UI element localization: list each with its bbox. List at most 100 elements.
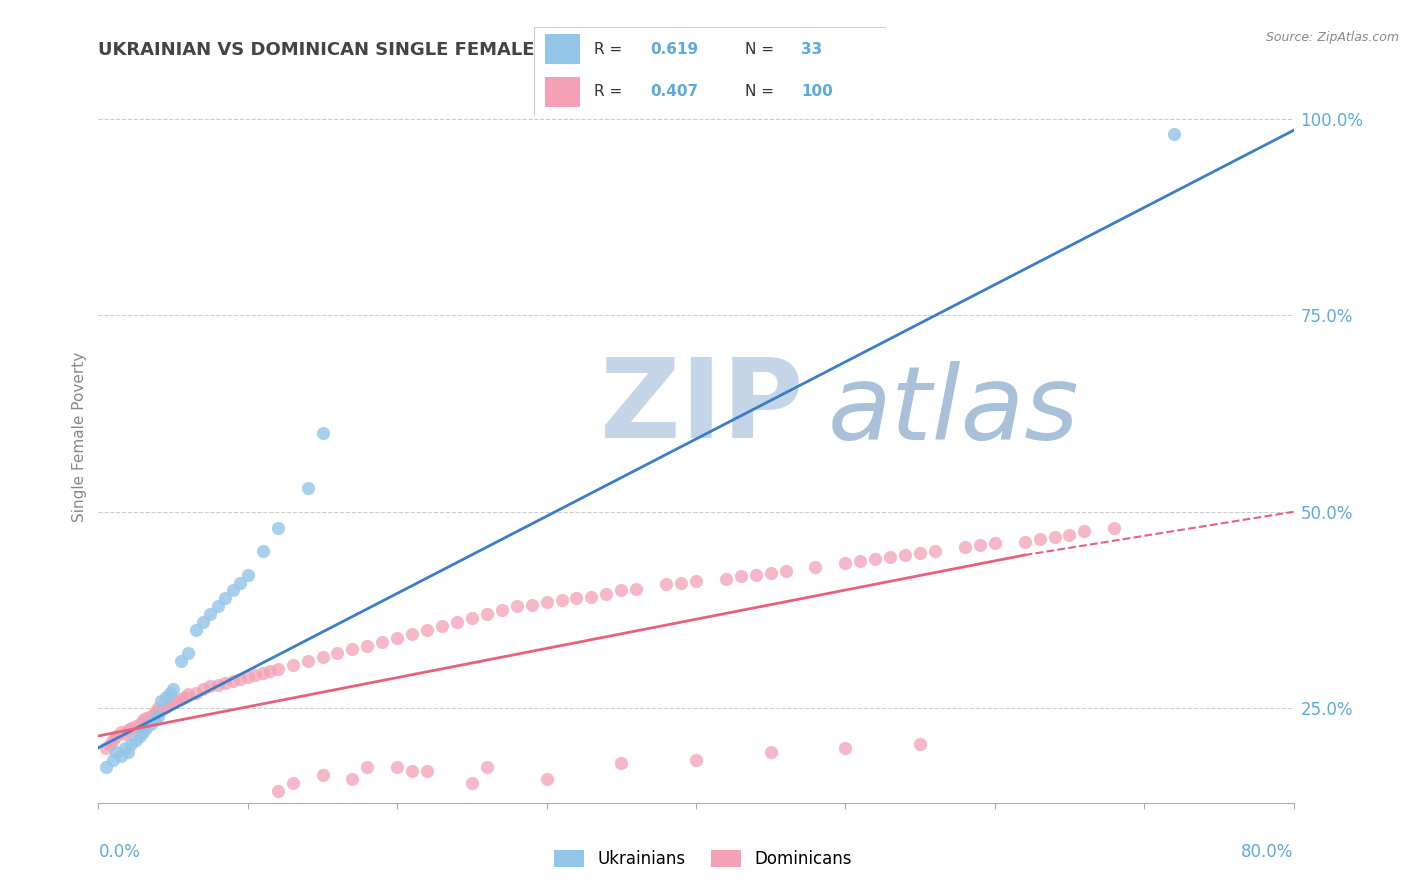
- Point: [446, 615, 468, 629]
- Point: [94, 740, 117, 755]
- Point: [135, 711, 157, 725]
- Point: [416, 764, 439, 779]
- Point: [207, 678, 229, 692]
- Point: [834, 740, 856, 755]
- Point: [143, 706, 166, 720]
- Point: [461, 776, 484, 790]
- Point: [267, 784, 290, 798]
- Point: [150, 703, 173, 717]
- Point: [297, 481, 319, 495]
- Point: [834, 556, 856, 570]
- Text: N =: N =: [745, 85, 779, 99]
- Point: [669, 575, 692, 590]
- Point: [222, 583, 245, 598]
- Point: [174, 690, 197, 704]
- Point: [236, 670, 259, 684]
- Point: [177, 687, 200, 701]
- Point: [430, 619, 453, 633]
- Point: [222, 673, 245, 688]
- Point: [1059, 528, 1081, 542]
- Text: R =: R =: [593, 85, 627, 99]
- Point: [117, 745, 139, 759]
- Y-axis label: Single Female Poverty: Single Female Poverty: [72, 352, 87, 522]
- Point: [536, 595, 558, 609]
- Point: [132, 713, 155, 727]
- Point: [1073, 524, 1095, 539]
- Point: [865, 552, 887, 566]
- Point: [1028, 533, 1050, 547]
- Text: UKRAINIAN VS DOMINICAN SINGLE FEMALE POVERTY CORRELATION CHART: UKRAINIAN VS DOMINICAN SINGLE FEMALE POV…: [98, 41, 855, 59]
- Point: [969, 538, 991, 552]
- Point: [281, 776, 304, 790]
- Point: [117, 723, 139, 738]
- Point: [416, 623, 439, 637]
- Point: [177, 646, 200, 660]
- Text: 33: 33: [801, 42, 823, 56]
- Point: [536, 772, 558, 787]
- Point: [311, 650, 333, 665]
- Text: R =: R =: [593, 42, 627, 56]
- Point: [1104, 520, 1126, 534]
- Point: [129, 717, 152, 731]
- Point: [908, 546, 931, 560]
- FancyBboxPatch shape: [534, 27, 886, 116]
- Point: [98, 737, 122, 751]
- Point: [252, 666, 274, 681]
- Point: [125, 719, 148, 733]
- Point: [311, 426, 333, 441]
- Point: [491, 603, 513, 617]
- Point: [581, 590, 603, 604]
- Point: [385, 760, 409, 774]
- Point: [506, 599, 529, 614]
- FancyBboxPatch shape: [544, 77, 581, 107]
- Point: [520, 598, 543, 612]
- Point: [745, 567, 768, 582]
- Point: [139, 709, 162, 723]
- Point: [1014, 534, 1036, 549]
- Point: [103, 732, 125, 747]
- Point: [169, 654, 191, 668]
- Point: [565, 591, 588, 606]
- Point: [297, 654, 319, 668]
- Point: [267, 662, 290, 676]
- Point: [184, 686, 207, 700]
- Point: [143, 713, 166, 727]
- Point: [162, 695, 184, 709]
- Point: [356, 639, 378, 653]
- Point: [191, 681, 214, 696]
- Point: [148, 709, 170, 723]
- Point: [626, 582, 648, 596]
- Point: [120, 737, 142, 751]
- Point: [461, 611, 484, 625]
- Point: [281, 658, 304, 673]
- Text: Source: ZipAtlas.com: Source: ZipAtlas.com: [1265, 31, 1399, 45]
- Point: [924, 544, 946, 558]
- Point: [775, 564, 797, 578]
- Point: [110, 748, 132, 763]
- Point: [148, 701, 170, 715]
- Point: [267, 520, 290, 534]
- Point: [94, 760, 117, 774]
- Point: [155, 690, 177, 704]
- Point: [984, 536, 1007, 550]
- Point: [356, 760, 378, 774]
- Point: [114, 726, 136, 740]
- Point: [879, 550, 901, 565]
- Point: [214, 591, 236, 606]
- Point: [200, 607, 222, 621]
- Point: [129, 729, 152, 743]
- Point: [159, 698, 181, 712]
- Text: N =: N =: [745, 42, 779, 56]
- Point: [953, 540, 976, 554]
- Point: [759, 745, 782, 759]
- Point: [165, 693, 187, 707]
- Point: [475, 607, 498, 621]
- Point: [385, 631, 409, 645]
- Point: [229, 672, 252, 686]
- FancyBboxPatch shape: [544, 34, 581, 64]
- Point: [610, 583, 633, 598]
- Point: [342, 772, 364, 787]
- Point: [120, 721, 142, 735]
- Point: [114, 740, 136, 755]
- Point: [169, 692, 191, 706]
